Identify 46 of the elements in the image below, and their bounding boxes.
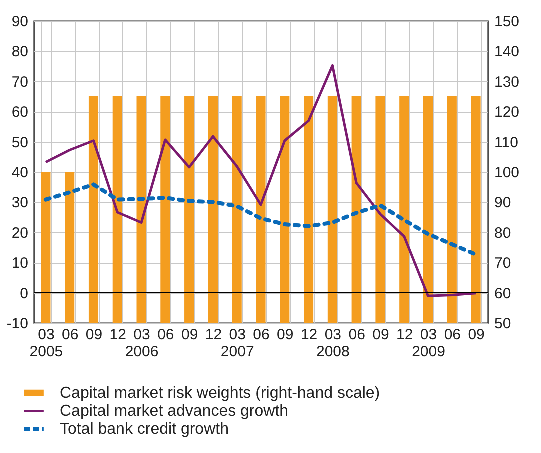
x-tick-label: 03 2005: [30, 326, 64, 360]
y2-tick-label: 100: [494, 164, 520, 182]
legend-label: Capital market advances growth: [60, 403, 289, 420]
x-tick-label: 09: [372, 326, 390, 344]
y-tick-label: 30: [12, 194, 28, 212]
x-tick-label: 09: [181, 326, 198, 344]
x-tick-label: 12: [205, 326, 222, 344]
x-tick-label: 12: [300, 326, 318, 344]
y-tick-label: 60: [12, 104, 28, 122]
x-tick-label: 03 2006: [125, 326, 159, 360]
x-tick-label: 03 2008: [316, 326, 350, 360]
y-tick-label: 70: [12, 74, 28, 91]
y-tick-label: 80: [12, 44, 28, 61]
x-tick-label: 09: [86, 326, 103, 344]
x-tick-label: 03 2007: [220, 326, 254, 360]
y2-tick-label: 90: [494, 194, 512, 212]
y2-tick-label: 140: [494, 44, 520, 61]
x-tick-label: 06: [444, 326, 461, 344]
line-series: [44, 64, 478, 298]
legend-label: Total bank credit growth: [60, 421, 229, 438]
y-tick-label: -10: [6, 316, 28, 332]
y-tick-label: 0: [20, 285, 28, 302]
x-tick-label: 09: [468, 326, 485, 344]
y-tick-label: 10: [12, 255, 28, 272]
y-tick-label: 20: [12, 224, 28, 242]
y2-tick-label: 50: [494, 316, 512, 332]
x-tick-label: 06: [158, 326, 174, 344]
line-series: [44, 182, 478, 257]
y2-tick-label: 60: [494, 285, 512, 302]
x-tick-label: 12: [396, 326, 414, 344]
y2-tick-label: 70: [494, 255, 512, 272]
x-tick-label: 06: [348, 326, 366, 344]
x-tick-label: 06: [253, 326, 270, 344]
x-tick-label: 06: [62, 326, 79, 344]
x-tick-label: 12: [110, 326, 126, 344]
y-tick-label: 90: [12, 14, 28, 30]
y2-tick-label: 80: [494, 224, 512, 242]
y-tick-label: 40: [12, 164, 28, 182]
x-tick-label: 09: [277, 326, 294, 344]
y-tick-label: 50: [12, 134, 28, 152]
y2-tick-label: 130: [494, 74, 520, 91]
legend-label: Capital market risk weights (right-hand scale): [60, 385, 380, 402]
y2-tick-label: 150: [494, 14, 520, 30]
y2-tick-label: 120: [494, 104, 520, 122]
y2-tick-label: 110: [494, 134, 518, 152]
x-tick-label: 03 2009: [412, 326, 446, 360]
